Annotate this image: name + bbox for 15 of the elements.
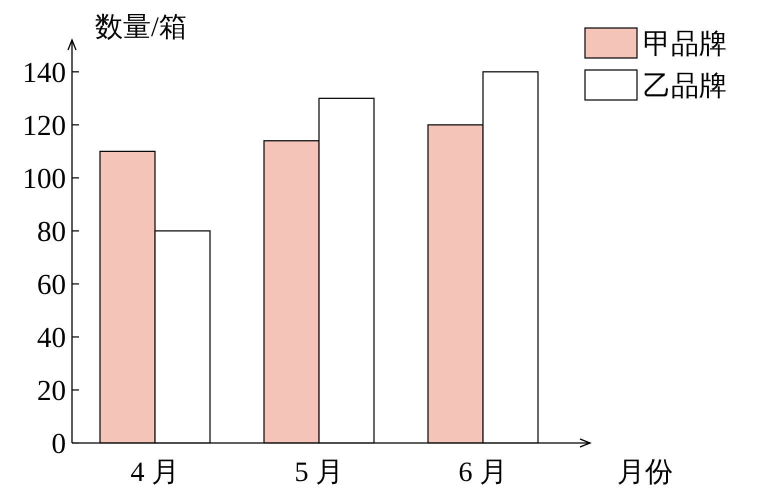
y-tick-label: 120 (22, 110, 66, 142)
y-tick-label: 20 (37, 374, 66, 407)
x-tick-label: 4 月 (130, 457, 180, 488)
legend-label: 乙品牌 (643, 71, 727, 102)
x-axis-title: 月份 (617, 457, 673, 488)
y-tick-label: 40 (37, 322, 66, 354)
x-tick-label: 5 月 (294, 457, 344, 488)
y-tick-label: 0 (52, 428, 66, 460)
y-tick-label: 140 (22, 56, 66, 89)
y-axis-title: 数量/箱 (95, 12, 187, 43)
y-tick-label: 60 (37, 268, 66, 301)
x-tick-label: 6 月 (458, 457, 508, 488)
y-tick-label: 100 (22, 162, 66, 195)
legend-label: 甲品牌 (643, 29, 727, 60)
y-tick-label: 80 (37, 216, 66, 248)
